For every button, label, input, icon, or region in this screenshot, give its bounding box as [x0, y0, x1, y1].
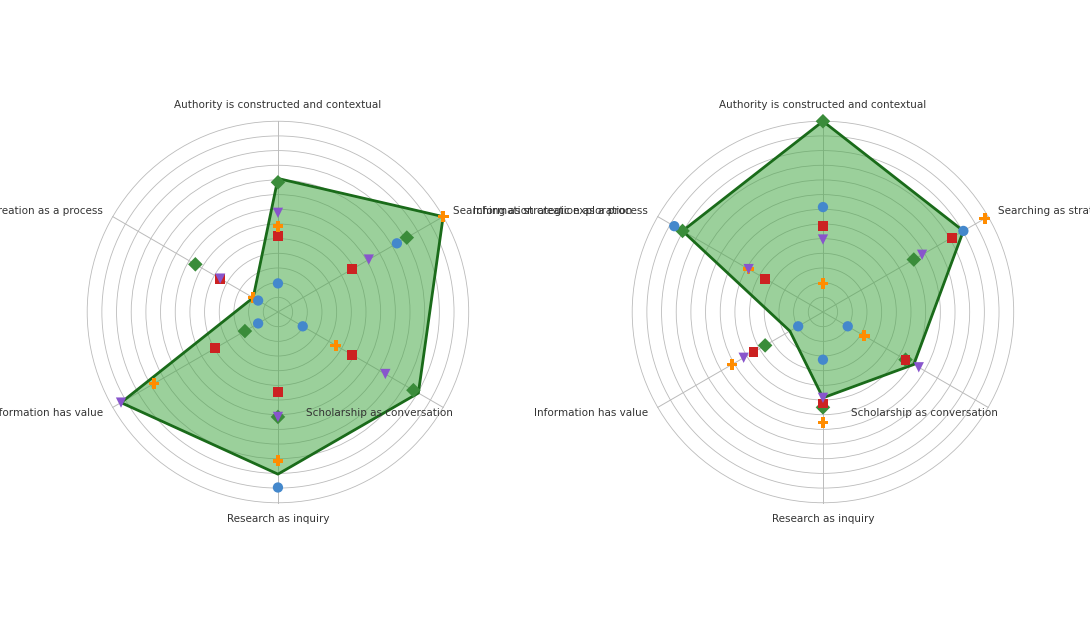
Point [145, 379, 162, 389]
Point [740, 264, 758, 274]
Point [269, 412, 287, 422]
Point [250, 296, 267, 306]
Point [294, 321, 312, 331]
Text: Information creation as a process: Information creation as a process [473, 206, 647, 216]
Point [666, 221, 683, 231]
Point [269, 208, 287, 218]
Point [756, 340, 774, 350]
Text: Scholarship as conversation: Scholarship as conversation [851, 408, 998, 418]
Text: Authority is constructed and contextual: Authority is constructed and contextual [719, 100, 926, 110]
Point [740, 264, 758, 274]
Point [856, 331, 873, 341]
Point [955, 226, 972, 236]
Point [112, 397, 130, 407]
Point [269, 412, 287, 422]
Point [343, 350, 361, 360]
Text: Searching as strategic exploration: Searching as strategic exploration [453, 206, 632, 216]
Point [269, 177, 287, 187]
Point [814, 202, 832, 212]
Point [388, 238, 405, 248]
Point [789, 321, 807, 331]
Point [237, 326, 254, 336]
Point [814, 393, 832, 403]
Point [910, 363, 928, 373]
Point [735, 353, 752, 363]
Point [814, 399, 832, 409]
Point [343, 264, 361, 274]
Point [398, 233, 415, 243]
Point [269, 387, 287, 397]
Polygon shape [121, 178, 444, 474]
Point [814, 402, 832, 412]
Point [977, 213, 994, 223]
Point [244, 293, 262, 303]
Point [905, 255, 922, 265]
Point [897, 354, 915, 364]
Point [839, 321, 857, 331]
Point [756, 274, 774, 284]
Point [360, 255, 377, 265]
Point [269, 482, 287, 492]
Point [814, 116, 832, 126]
Point [327, 340, 344, 350]
Text: Authority is constructed and contextual: Authority is constructed and contextual [174, 100, 382, 110]
Point [814, 235, 832, 245]
Text: Information has value: Information has value [534, 408, 647, 418]
Point [744, 347, 762, 357]
Point [814, 354, 832, 364]
Point [269, 278, 287, 288]
Text: Scholarship as conversation: Scholarship as conversation [306, 408, 453, 418]
Point [814, 221, 832, 231]
Point [269, 221, 287, 231]
Point [186, 260, 204, 270]
Text: Research as inquiry: Research as inquiry [772, 514, 874, 524]
Point [206, 343, 223, 353]
Point [814, 417, 832, 427]
Point [897, 354, 915, 364]
Point [913, 250, 931, 260]
Text: Information has value: Information has value [0, 408, 102, 418]
Point [814, 278, 832, 288]
Point [674, 226, 691, 236]
Point [269, 456, 287, 466]
Point [211, 274, 229, 284]
Text: Research as inquiry: Research as inquiry [227, 514, 329, 524]
Point [269, 231, 287, 241]
Point [435, 212, 452, 222]
Point [250, 318, 267, 328]
Text: Searching as strategic exploration: Searching as strategic exploration [998, 206, 1090, 216]
Point [211, 274, 229, 284]
Point [943, 233, 960, 243]
Point [404, 385, 422, 395]
Point [377, 369, 395, 379]
Point [724, 359, 741, 369]
Text: Information creation as a process: Information creation as a process [0, 206, 102, 216]
Polygon shape [682, 121, 964, 398]
